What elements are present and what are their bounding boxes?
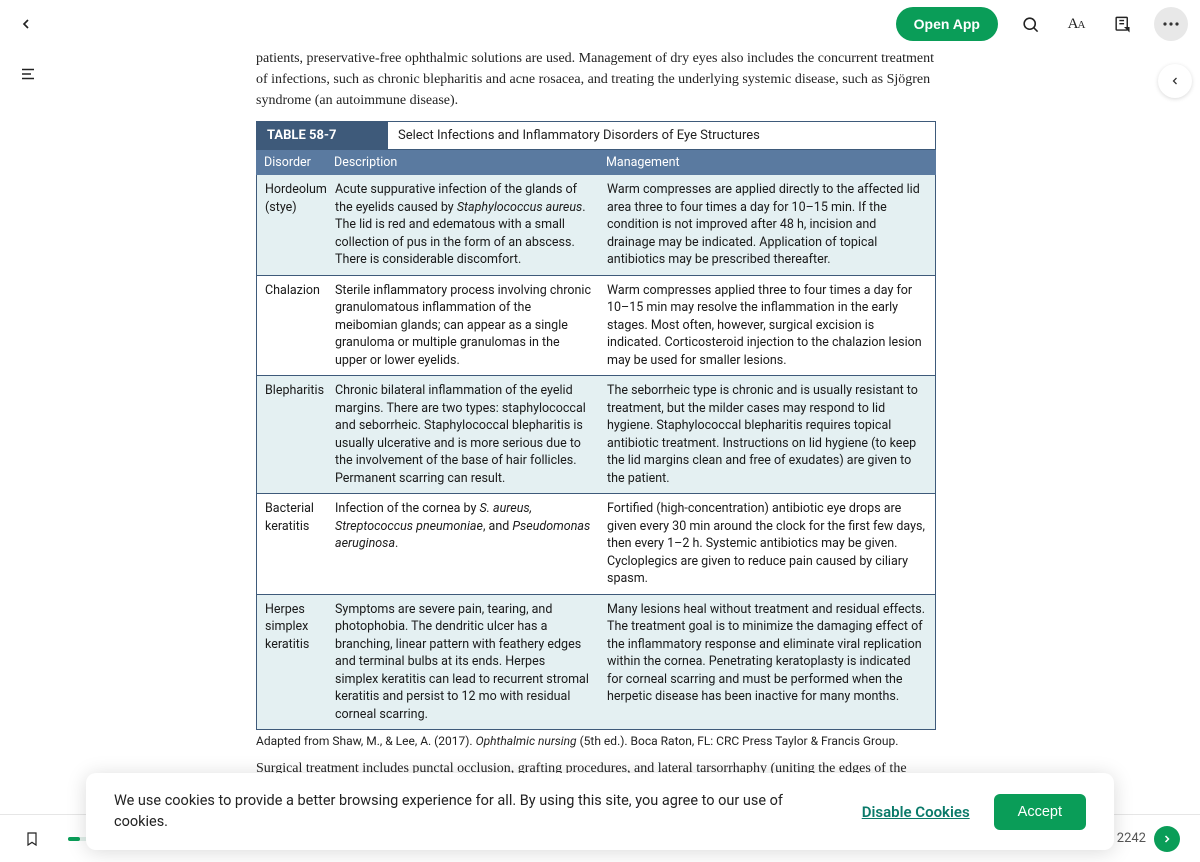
total-pages: 2242	[1117, 831, 1146, 846]
text-size-icon: AA	[1068, 16, 1085, 33]
bookmark-button[interactable]	[20, 827, 44, 851]
cell-management: Warm compresses are applied directly to …	[599, 175, 935, 275]
page-content: patients, preservative-free ophthalmic s…	[56, 48, 1144, 814]
table-row: Hordeolum (stye)Acute suppurative infect…	[257, 175, 935, 275]
chevron-left-icon	[18, 16, 34, 32]
more-icon	[1163, 22, 1179, 26]
col-description: Description	[326, 150, 598, 175]
top-toolbar: Open App AA	[0, 0, 1200, 48]
cell-management: Many lesions heal without treatment and …	[599, 595, 935, 730]
table-row: ChalazionSterile inflammatory process in…	[257, 275, 935, 376]
cell-description: Chronic bilateral inflammation of the ey…	[327, 376, 599, 493]
table-title: Select Infections and Inflammatory Disor…	[387, 122, 935, 149]
cell-disorder: Blepharitis	[257, 376, 327, 493]
col-disorder: Disorder	[256, 150, 326, 175]
chevron-right-icon	[1161, 833, 1173, 845]
left-rail	[0, 60, 56, 88]
cell-description: Infection of the cornea by S. aureus, St…	[327, 494, 599, 594]
cell-description: Symptoms are severe pain, tearing, and p…	[327, 595, 599, 730]
cell-disorder: Bacterial keratitis	[257, 494, 327, 594]
table-row: Bacterial keratitisInfection of the corn…	[257, 493, 935, 594]
page-indicator: /2242	[1103, 826, 1180, 852]
cookie-text: We use cookies to provide a better brows…	[114, 791, 838, 832]
table-column-header: Disorder Description Management	[256, 150, 936, 175]
accept-cookies-button[interactable]: Accept	[994, 794, 1086, 830]
cell-disorder: Chalazion	[257, 276, 327, 376]
cell-management: Fortified (high-concentration) antibioti…	[599, 494, 935, 594]
more-button[interactable]	[1154, 7, 1188, 41]
back-button[interactable]	[12, 10, 40, 38]
cell-management: The seborrheic type is chronic and is us…	[599, 376, 935, 493]
collapse-panel-button[interactable]	[1158, 64, 1192, 98]
table-58-7: TABLE 58-7 Select Infections and Inflamm…	[256, 121, 936, 748]
cell-description: Sterile inflammatory process involving c…	[327, 276, 599, 376]
open-app-button[interactable]: Open App	[896, 7, 998, 41]
chevron-left-icon	[1169, 75, 1181, 87]
table-row: BlepharitisChronic bilateral inflammatio…	[257, 375, 935, 493]
toc-button[interactable]	[14, 60, 42, 88]
col-management: Management	[598, 150, 936, 175]
body-paragraph: patients, preservative-free ophthalmic s…	[256, 48, 936, 111]
notes-icon	[1113, 15, 1132, 34]
text-size-button[interactable]: AA	[1062, 10, 1090, 38]
cell-disorder: Herpes simplex keratitis	[257, 595, 327, 730]
bookmark-icon	[24, 830, 40, 848]
cell-disorder: Hordeolum (stye)	[257, 175, 327, 275]
table-caption: Adapted from Shaw, M., & Lee, A. (2017).…	[256, 730, 936, 748]
search-button[interactable]	[1016, 10, 1044, 38]
cell-management: Warm compresses applied three to four ti…	[599, 276, 935, 376]
search-icon	[1021, 15, 1040, 34]
table-body: Hordeolum (stye)Acute suppurative infect…	[256, 175, 936, 730]
disable-cookies-link[interactable]: Disable Cookies	[862, 803, 970, 821]
cookie-banner: We use cookies to provide a better brows…	[86, 773, 1114, 850]
notes-button[interactable]	[1108, 10, 1136, 38]
cell-description: Acute suppurative infection of the gland…	[327, 175, 599, 275]
table-number: TABLE 58-7	[257, 122, 387, 149]
menu-icon	[19, 65, 37, 83]
table-row: Herpes simplex keratitisSymptoms are sev…	[257, 594, 935, 730]
next-page-button[interactable]	[1154, 826, 1180, 852]
